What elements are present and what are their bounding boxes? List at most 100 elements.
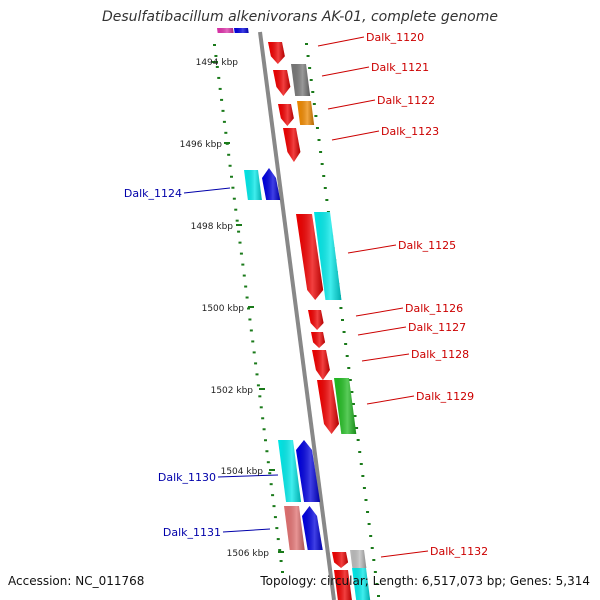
gene-label-dalk-1124-leader xyxy=(183,187,231,194)
right-track-dot xyxy=(358,451,362,453)
gene-dalk-1124-shade xyxy=(262,168,281,200)
gene-neighbor-pink-shade xyxy=(284,506,305,550)
right-track-dot xyxy=(308,67,312,69)
gene-label-dalk-1123[interactable]: Dalk_1123 xyxy=(381,125,439,138)
right-track-dot xyxy=(341,319,344,321)
gene-dalk-1126-shade xyxy=(308,310,324,330)
gene-dalk-1131-shade xyxy=(302,506,323,550)
left-track-dot xyxy=(279,560,283,563)
left-track-dot xyxy=(218,87,222,90)
accession-text: Accession: NC_011768 xyxy=(8,574,145,588)
left-track-dot xyxy=(273,516,277,519)
left-track-dot xyxy=(238,241,242,244)
gene-neighbor-gray-shade xyxy=(291,64,311,96)
gene-label-dalk-1127[interactable]: Dalk_1127 xyxy=(408,321,466,334)
gene-label-dalk-1129[interactable]: Dalk_1129 xyxy=(416,390,474,403)
kbp-tick-label: 1500 kbp xyxy=(202,304,245,314)
gene-partial-top-shade xyxy=(234,28,249,33)
gene-label-dalk-1130-leader xyxy=(217,474,279,478)
right-track-dot xyxy=(370,547,374,549)
gene-label-dalk-1126-leader xyxy=(355,307,404,317)
gene-label-dalk-1121[interactable]: Dalk_1121 xyxy=(371,61,429,74)
gene-label-dalk-1120[interactable]: Dalk_1120 xyxy=(366,31,424,44)
right-track-dot xyxy=(351,403,355,405)
gene-layer xyxy=(217,28,371,600)
right-track-dot xyxy=(309,79,313,81)
left-track-dot xyxy=(255,373,259,376)
left-track-dot xyxy=(214,54,218,57)
kbp-tick-mark xyxy=(278,551,284,553)
right-track-dot xyxy=(359,463,363,465)
gene-label-dalk-1125[interactable]: Dalk_1125 xyxy=(398,239,456,252)
gene-dalk-1129-shade xyxy=(317,380,340,434)
gene-label-dalk-1122[interactable]: Dalk_1122 xyxy=(377,94,435,107)
gene-partial-top-shade xyxy=(217,28,234,33)
gene-dalk-1121-shade xyxy=(273,70,291,96)
gene-dalk-1125-shade xyxy=(296,214,324,300)
gene-neighbor-cyan-shade xyxy=(278,440,302,502)
right-track-dot xyxy=(314,115,318,117)
right-track-dot xyxy=(305,43,308,45)
left-track-dot xyxy=(215,65,219,68)
left-track-dot xyxy=(220,98,224,101)
right-track-dot xyxy=(315,127,319,129)
right-track-dot xyxy=(320,163,324,165)
right-track-dot xyxy=(347,367,351,369)
right-track-dot xyxy=(372,559,376,561)
left-track-dot xyxy=(249,329,253,332)
gene-label-dalk-1131-leader xyxy=(222,528,271,533)
left-track-dot xyxy=(261,417,265,420)
left-track-dot xyxy=(239,252,243,255)
right-track-dot xyxy=(361,475,365,477)
right-track-dot xyxy=(323,187,327,189)
right-track-dot xyxy=(373,571,377,573)
gene-neighbor-lightgray-shade xyxy=(350,550,367,568)
left-track-dot xyxy=(251,340,255,343)
right-track-dot xyxy=(364,499,368,501)
gene-neighbor-cyan-shade xyxy=(314,212,342,300)
tick-layer: 1494 kbp 1496 kbp 1498 kbp 1500 kbp 1502 kbp… xyxy=(180,58,284,559)
gene-label-dalk-1124[interactable]: Dalk_1124 xyxy=(124,187,182,200)
right-track-dot xyxy=(355,427,359,429)
gene-label-layer: Dalk_1120 Dalk_1121 Dalk_1122 Dalk_1123 Dalk… xyxy=(124,31,488,558)
gene-dalk-1122-shade xyxy=(278,104,294,126)
gene-label-dalk-1130[interactable]: Dalk_1130 xyxy=(158,471,216,484)
right-track-dot xyxy=(322,175,326,177)
left-track-dot xyxy=(221,109,225,112)
left-track-dot xyxy=(276,538,280,541)
kbp-tick-label: 1504 kbp xyxy=(221,467,264,477)
right-track-dot xyxy=(375,583,379,585)
right-track-dot xyxy=(311,91,315,93)
gene-label-dalk-1127-leader xyxy=(357,326,407,336)
right-track-dot xyxy=(345,355,349,357)
kbp-tick-mark xyxy=(259,388,265,390)
left-track-dot xyxy=(281,571,284,573)
left-track-dot xyxy=(258,395,262,398)
right-track-dot xyxy=(317,139,321,141)
gene-dalk-1128-shade xyxy=(312,350,330,380)
left-track-dot xyxy=(248,318,252,321)
left-track-dot xyxy=(256,384,260,387)
right-track-dot xyxy=(362,487,366,489)
gene-dalk-1130-shade xyxy=(296,440,321,502)
left-track-dot xyxy=(259,406,263,409)
gene-label-dalk-1131[interactable]: Dalk_1131 xyxy=(163,526,221,539)
kbp-tick-label: 1496 kbp xyxy=(180,140,223,150)
gene-label-dalk-1132[interactable]: Dalk_1132 xyxy=(430,545,488,558)
right-track-dot xyxy=(377,595,380,597)
kbp-tick-mark xyxy=(212,61,218,63)
gene-label-dalk-1121-leader xyxy=(321,66,370,77)
gene-dalk-1127-shade xyxy=(311,332,326,348)
gene-label-dalk-1126[interactable]: Dalk_1126 xyxy=(405,302,463,315)
left-track-dot xyxy=(242,274,246,277)
right-track-dot xyxy=(350,391,354,393)
kbp-tick-mark xyxy=(269,469,275,471)
left-track-dot xyxy=(266,461,270,464)
right-track-dot xyxy=(306,55,310,57)
left-track-dot xyxy=(234,208,238,211)
right-track-dot xyxy=(367,523,371,525)
gene-label-dalk-1129-leader xyxy=(366,395,415,405)
left-track-dot xyxy=(254,362,258,365)
gene-neighbor-cyan-shade xyxy=(244,170,262,200)
gene-label-dalk-1128[interactable]: Dalk_1128 xyxy=(411,348,469,361)
